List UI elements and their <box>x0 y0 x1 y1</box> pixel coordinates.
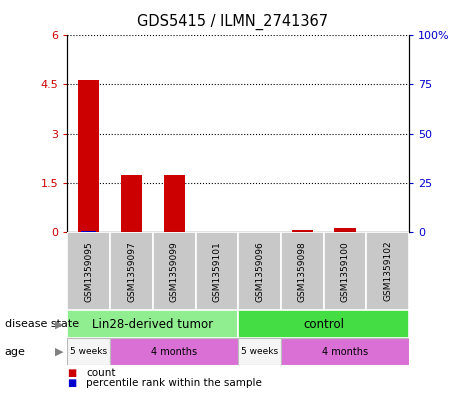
Bar <box>238 310 409 338</box>
Bar <box>324 232 366 310</box>
Text: ■: ■ <box>67 368 77 378</box>
Text: GDS5415 / ILMN_2741367: GDS5415 / ILMN_2741367 <box>137 14 328 30</box>
Text: GSM1359096: GSM1359096 <box>255 241 264 301</box>
Text: 5 weeks: 5 weeks <box>70 347 107 356</box>
Text: GSM1359101: GSM1359101 <box>213 241 221 301</box>
Bar <box>281 338 409 365</box>
Text: ▶: ▶ <box>55 319 64 329</box>
Bar <box>67 232 110 310</box>
Text: 5 weeks: 5 weeks <box>241 347 278 356</box>
Bar <box>292 230 313 232</box>
Text: age: age <box>5 347 26 357</box>
Bar <box>67 338 110 365</box>
Text: ▶: ▶ <box>55 347 64 357</box>
Text: GSM1359099: GSM1359099 <box>170 241 179 301</box>
Bar <box>334 228 356 232</box>
Text: control: control <box>303 318 344 331</box>
Text: GSM1359095: GSM1359095 <box>84 241 93 301</box>
Bar <box>196 232 238 310</box>
Bar <box>238 232 281 310</box>
Bar <box>110 338 238 365</box>
Text: Lin28-derived tumor: Lin28-derived tumor <box>93 318 213 331</box>
Text: GSM1359098: GSM1359098 <box>298 241 307 301</box>
Text: disease state: disease state <box>5 319 79 329</box>
Text: ■: ■ <box>67 378 77 388</box>
Text: count: count <box>86 368 115 378</box>
Bar <box>238 338 281 365</box>
Bar <box>366 232 409 310</box>
Text: GSM1359100: GSM1359100 <box>341 241 350 301</box>
Text: GSM1359097: GSM1359097 <box>127 241 136 301</box>
Text: 4 months: 4 months <box>151 347 197 357</box>
Bar <box>121 174 142 232</box>
Bar <box>81 231 96 232</box>
Text: GSM1359102: GSM1359102 <box>383 241 392 301</box>
Bar <box>281 232 324 310</box>
Bar <box>78 79 100 232</box>
Bar <box>153 232 196 310</box>
Bar <box>164 174 185 232</box>
Bar <box>67 310 238 338</box>
Text: percentile rank within the sample: percentile rank within the sample <box>86 378 262 388</box>
Bar <box>110 232 153 310</box>
Text: 4 months: 4 months <box>322 347 368 357</box>
